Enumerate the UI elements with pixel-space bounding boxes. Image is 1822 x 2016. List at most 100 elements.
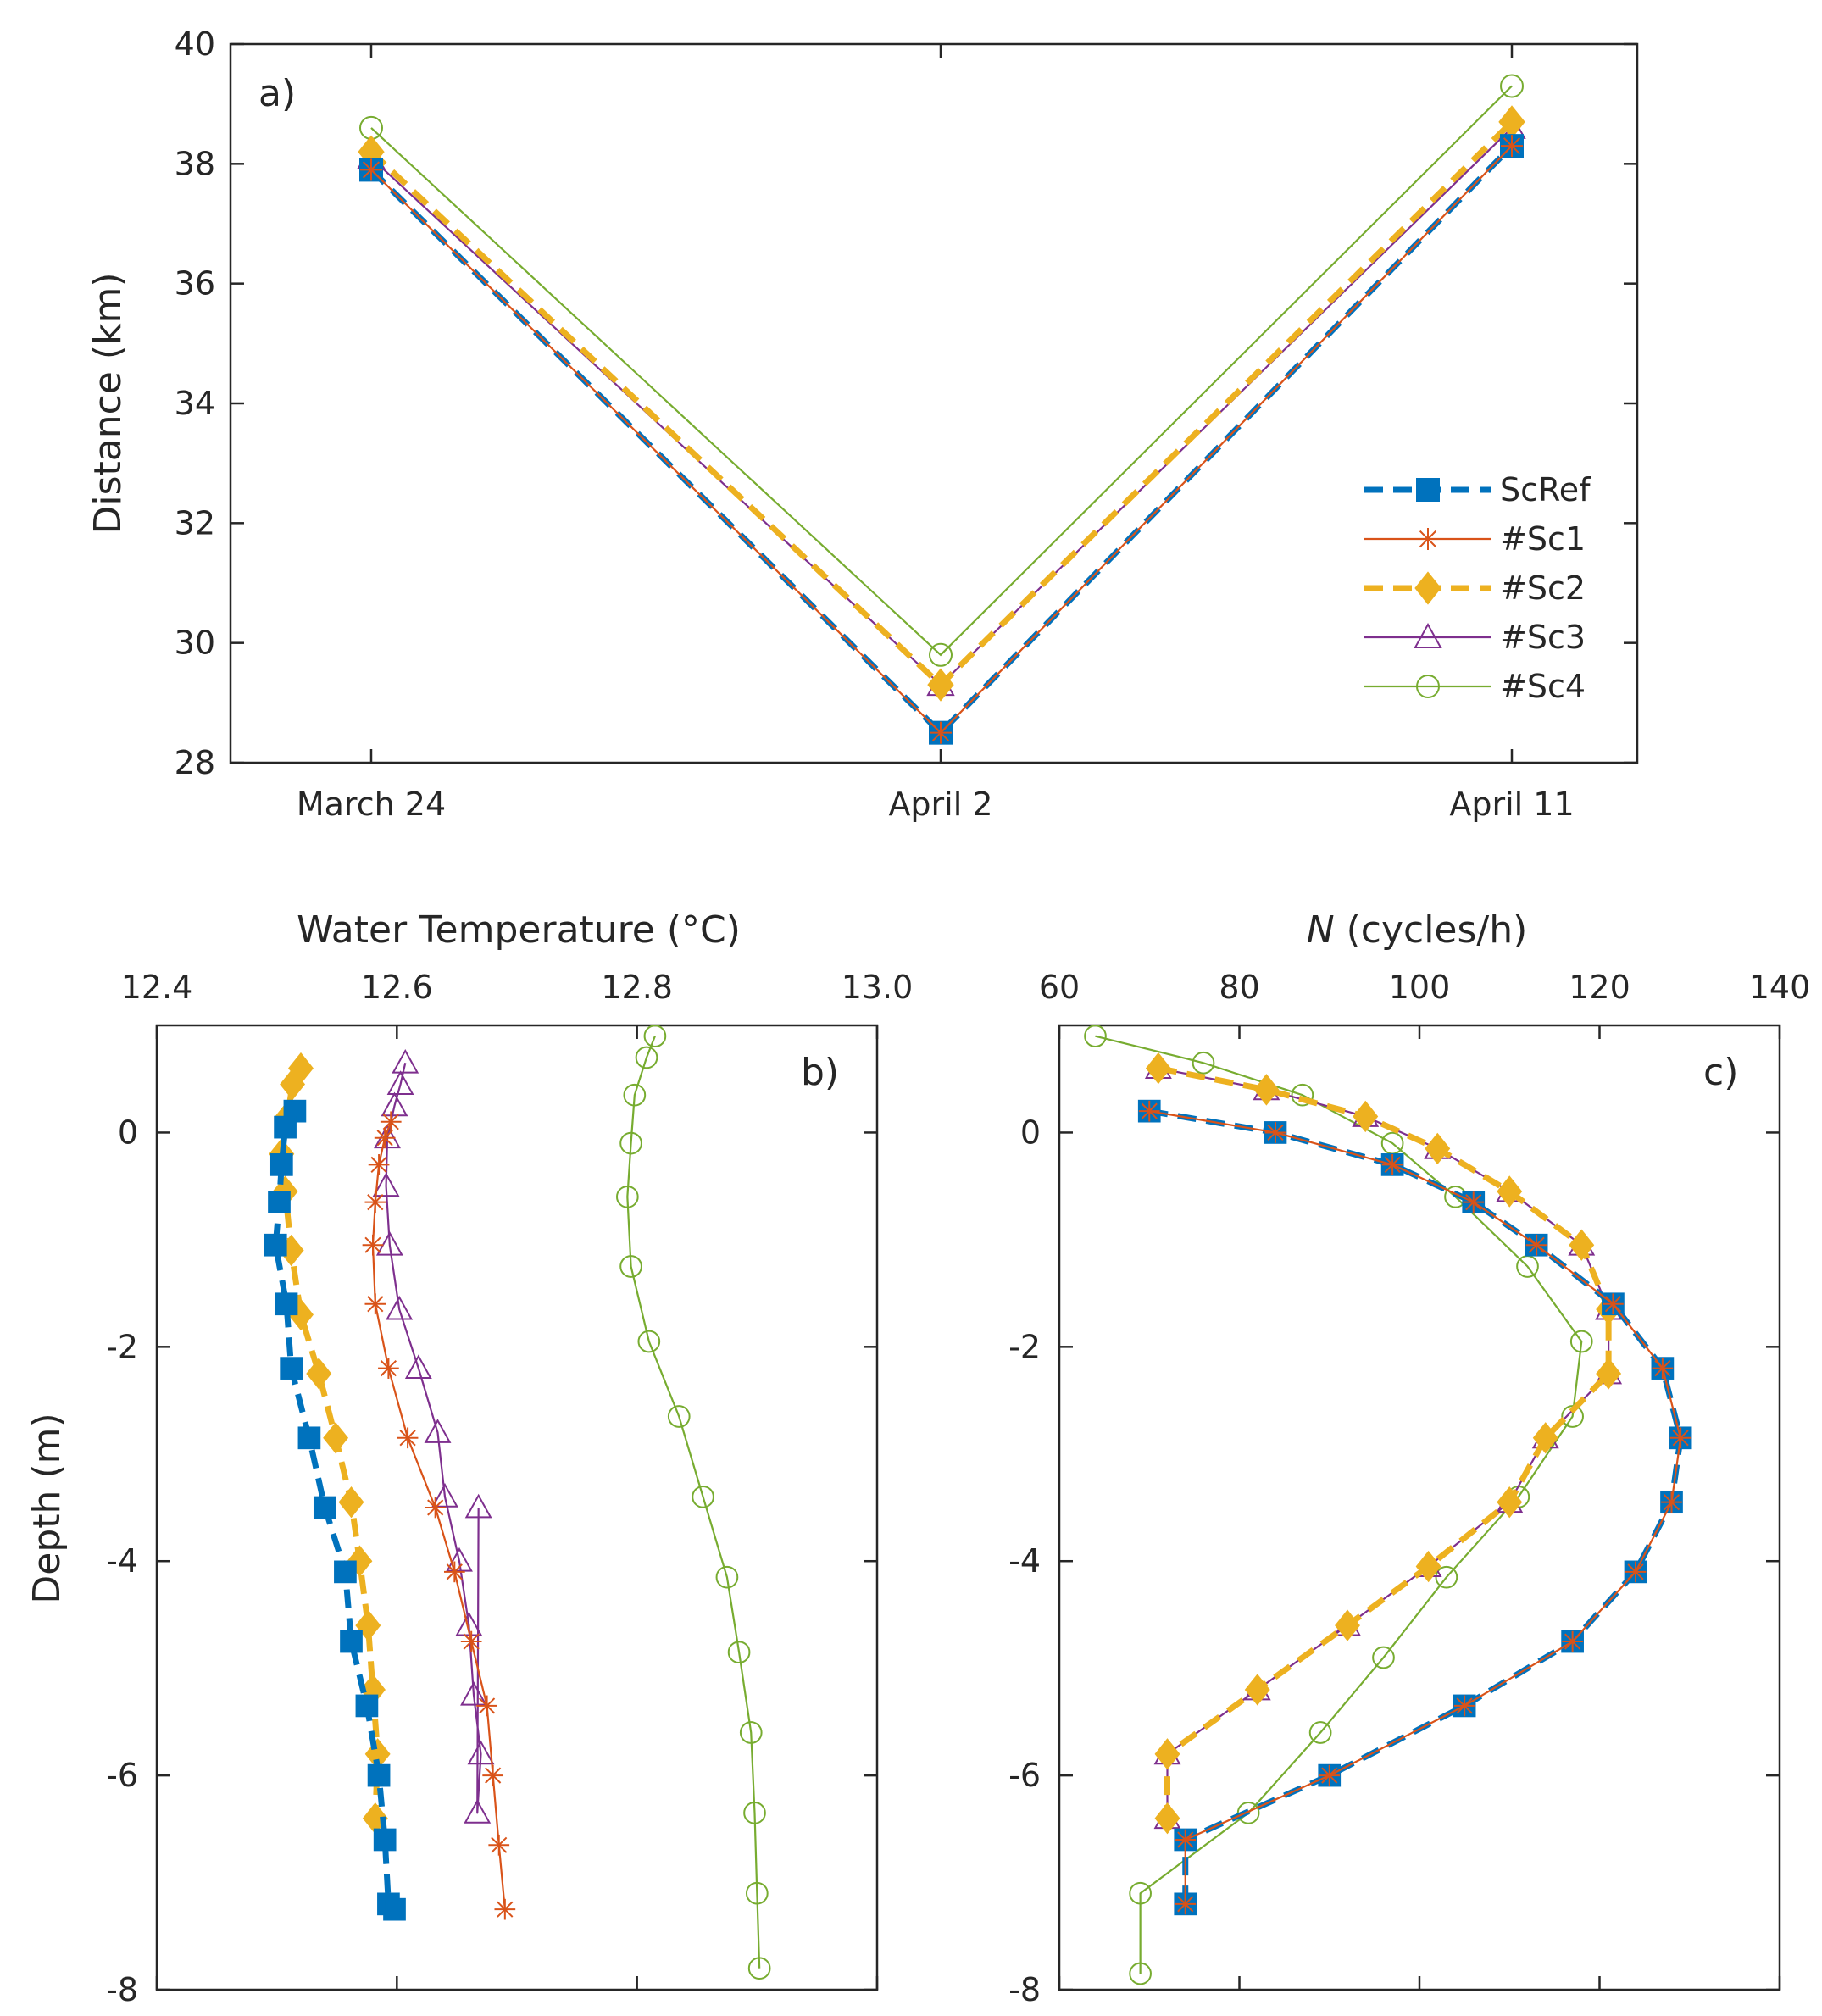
- panel-c-point-sc1: [1264, 1122, 1286, 1143]
- panel-b-point-scref: [340, 1630, 363, 1653]
- panel-b-point-scref: [355, 1694, 379, 1718]
- panel-b-point-sc1: [482, 1764, 504, 1786]
- panel-b-x-tick-label: 12.6: [361, 969, 433, 1006]
- panel-a-y-tick-label: 36: [175, 265, 215, 303]
- panel-b-point-sc4: [623, 1083, 647, 1107]
- legend-label-scref: ScRef: [1500, 471, 1591, 508]
- panel-b-point-sc1-stroke: [446, 1563, 463, 1580]
- panel-b-point-sc4: [635, 1046, 658, 1069]
- panel-b-point-sc3: [424, 1419, 452, 1443]
- panel-c-point-sc1-stroke: [1321, 1767, 1338, 1784]
- panel-c-label: c): [1703, 1051, 1738, 1094]
- legend-marker-sc1-stroke: [1419, 530, 1437, 548]
- panel-b-point-sc3: [392, 1048, 419, 1074]
- panel-b-point-sc3: [460, 1680, 487, 1706]
- panel-c-y-tick-label: -8: [1008, 1971, 1041, 2008]
- panel-b-point-scref: [280, 1357, 303, 1380]
- panel-b-point-scref: [269, 1153, 293, 1176]
- panel-c-point-sc4: [1372, 1646, 1395, 1669]
- panel-a-point-sc1-stroke: [362, 161, 381, 179]
- panel-b-y-tick-label: -8: [106, 1971, 138, 2008]
- panel-b-point-sc2: [280, 1068, 306, 1101]
- panel-a-y-axis-label: Distance (km): [86, 272, 130, 534]
- panel-b-point-sc1: [368, 1154, 390, 1175]
- panel-b-point-sc1: [364, 1293, 386, 1315]
- panel-c-point-sc1-stroke: [1564, 1633, 1581, 1650]
- panel-b-point-sc3: [381, 1091, 408, 1117]
- panel-a-point-sc4: [1500, 74, 1524, 98]
- panel-c-point-sc2: [1596, 1358, 1622, 1390]
- panel-b-point-sc4: [745, 1881, 769, 1905]
- panel-b-point-sc3: [467, 1740, 495, 1765]
- panel-c-point-sc1: [1562, 1630, 1583, 1652]
- panel-c-buoyancy-chart: 60 80 100 120 140 0 -2 -4 -6 -8 N (cycles/h) c): [1008, 908, 1810, 2008]
- panel-c-point-sc4: [1236, 1802, 1260, 1824]
- panel-c-y-tick-label: 0: [1020, 1114, 1041, 1151]
- panel-c-point-sc4: [1569, 1330, 1593, 1353]
- panel-b-point-sc4: [667, 1405, 691, 1428]
- panel-b-point-scref: [268, 1191, 291, 1213]
- panel-c-y-tick-label: -6: [1008, 1757, 1041, 1794]
- panel-b-point-sc2: [355, 1609, 381, 1641]
- panel-b-point-sc3: [464, 1799, 492, 1824]
- panel-b-point-sc1-stroke: [380, 1360, 397, 1377]
- panel-b-series-line-scref: [272, 1109, 397, 1912]
- panel-b-point-sc1: [425, 1497, 447, 1519]
- panel-c-point-sc2: [1154, 1802, 1180, 1835]
- panel-c-y-tick-label: -2: [1008, 1328, 1041, 1365]
- panel-a-point-sc1: [360, 158, 382, 181]
- panel-c-x-axis-label-units: (cycles/h): [1335, 908, 1528, 952]
- panel-a-distance-chart: 28 30 32 34 36 38 40 March 24 April 2 April 11 Di…: [86, 25, 1639, 823]
- panel-b-point-sc1: [378, 1358, 399, 1379]
- panel-b-point-scref: [264, 1233, 287, 1257]
- panel-c-point-sc1: [1175, 1829, 1197, 1851]
- panel-c-point-sc1-stroke: [1604, 1296, 1622, 1313]
- panel-b-point-sc1-stroke: [427, 1499, 444, 1516]
- panel-b-point-sc2: [306, 1358, 332, 1390]
- panel-c-point-sc1-stroke: [1654, 1360, 1671, 1377]
- panel-b-point-sc1: [362, 1234, 384, 1256]
- panel-b-point-sc4: [643, 1025, 667, 1047]
- panel-b-point-sc1-stroke: [376, 1130, 393, 1147]
- panel-b-y-tick-label: -4: [106, 1542, 138, 1580]
- panel-c-point-sc4: [1291, 1083, 1314, 1107]
- panel-b-point-sc1-stroke: [497, 1901, 514, 1918]
- panel-b-point-scref: [297, 1426, 321, 1450]
- panel-b-point-sc1-stroke: [485, 1767, 502, 1784]
- panel-c-point-sc1-stroke: [1177, 1831, 1194, 1848]
- panel-b-x-axis-label: Water Temperature (°C): [297, 908, 741, 952]
- panel-a-point-sc1-stroke: [1503, 137, 1521, 155]
- panel-a-y-tick-label: 30: [175, 625, 215, 662]
- panel-c-point-sc2: [1497, 1175, 1523, 1208]
- panel-c-point-sc1: [1661, 1491, 1682, 1513]
- legend-marker-scref: [1416, 478, 1440, 502]
- panel-b-point-sc1: [443, 1561, 465, 1583]
- panel-c-point-sc1-stroke: [1627, 1563, 1644, 1580]
- panel-b-plot-frame: [155, 1024, 879, 1991]
- panel-b-point-sc2: [323, 1422, 349, 1454]
- panel-c-series-line-sc4: [1095, 1035, 1583, 1974]
- legend-marker-sc1: [1417, 528, 1439, 550]
- panel-b-y-tick-label: -6: [106, 1757, 138, 1794]
- panel-b-x-tick-label: 12.4: [121, 969, 193, 1006]
- panel-b-point-sc3: [375, 1230, 403, 1256]
- legend-label-sc3: #Sc3: [1500, 619, 1586, 656]
- panel-b-point-sc4: [747, 1957, 771, 1980]
- panel-b-point-sc3: [404, 1354, 432, 1380]
- panel-c-point-sc1: [1319, 1764, 1341, 1786]
- panel-b-point-sc1: [488, 1834, 510, 1856]
- panel-b-point-sc1: [476, 1695, 497, 1717]
- panel-a-y-tick-label: 28: [175, 744, 215, 781]
- panel-b-point-sc3: [372, 1172, 400, 1197]
- panel-b-point-sc1: [374, 1127, 396, 1149]
- panel-c-point-sc2: [1244, 1674, 1270, 1706]
- panel-a-y-tick-label: 32: [175, 504, 215, 541]
- panel-c-point-sc2: [1335, 1609, 1360, 1641]
- panel-c-point-sc4: [1084, 1025, 1107, 1047]
- panel-c-series-line-sc2: [1158, 1065, 1612, 1819]
- panel-c-point-sc1: [1603, 1293, 1624, 1315]
- panel-b-series-line-sc4: [626, 1036, 761, 1969]
- panel-b-point-sc1-stroke: [382, 1114, 399, 1130]
- panel-b-point-scref: [367, 1763, 391, 1787]
